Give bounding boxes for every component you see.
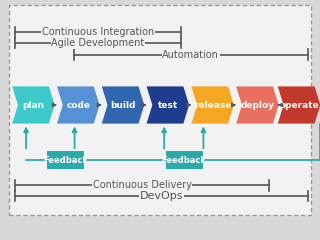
Text: plan: plan [22, 101, 44, 109]
Text: Continuous Delivery: Continuous Delivery [92, 180, 192, 190]
Text: Feedback: Feedback [162, 156, 207, 165]
Text: build: build [110, 101, 136, 109]
Text: Feedback: Feedback [43, 156, 88, 165]
Text: test: test [158, 101, 178, 109]
FancyBboxPatch shape [47, 151, 84, 169]
Polygon shape [102, 86, 144, 124]
Text: code: code [66, 101, 90, 109]
Polygon shape [278, 86, 320, 124]
Text: DevOps: DevOps [140, 191, 183, 201]
Text: Continuous Integration: Continuous Integration [42, 27, 154, 37]
Text: Automation: Automation [162, 50, 219, 60]
FancyBboxPatch shape [9, 5, 311, 215]
Text: Agile Development: Agile Development [52, 38, 145, 48]
FancyBboxPatch shape [166, 151, 203, 169]
Polygon shape [57, 86, 100, 124]
Polygon shape [147, 86, 189, 124]
Text: operate: operate [279, 101, 319, 109]
Text: deploy: deploy [240, 101, 275, 109]
Polygon shape [236, 86, 279, 124]
Text: release: release [194, 101, 231, 109]
Polygon shape [191, 86, 234, 124]
Polygon shape [12, 86, 55, 124]
